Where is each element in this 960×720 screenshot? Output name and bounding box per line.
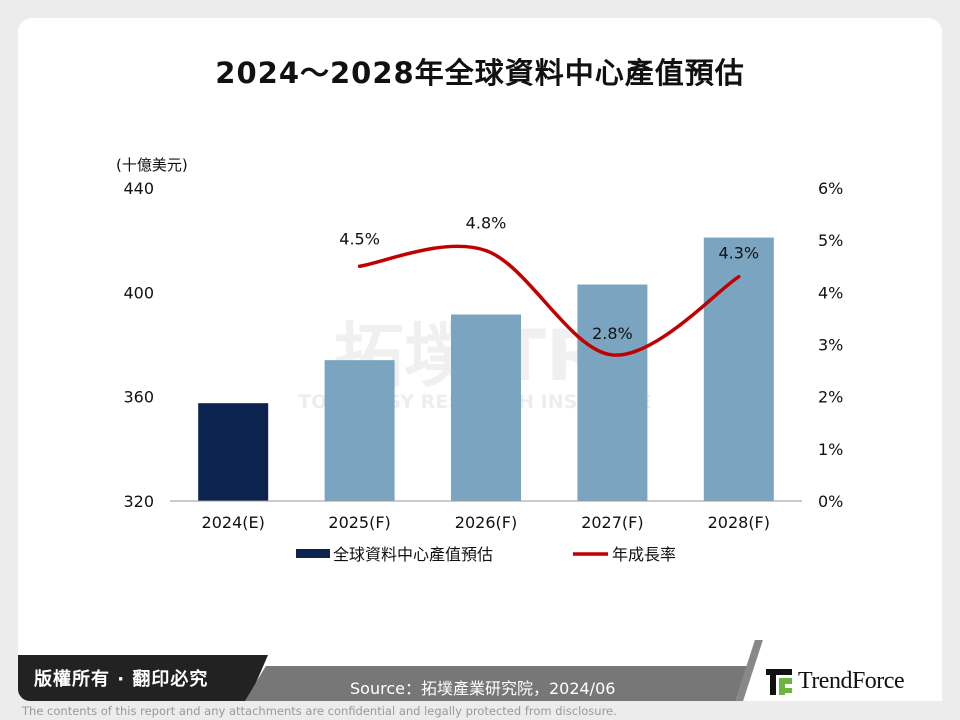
- y2-tick-label: 0%: [818, 492, 843, 511]
- y2-tick-label: 5%: [818, 231, 843, 250]
- y-axis-unit: (十億美元): [116, 156, 188, 174]
- chart-title: 2024～2028年全球資料中心產值預估: [215, 56, 745, 90]
- legend-label-bar: 全球資料中心產值預估: [333, 545, 493, 564]
- disclaimer: The contents of this report and any atta…: [22, 704, 617, 718]
- data-label: 4.5%: [339, 229, 380, 248]
- bar-2026(F): [451, 314, 521, 501]
- data-label: 4.8%: [466, 214, 507, 233]
- trendforce-logo-icon: [766, 668, 792, 695]
- y2-tick-label: 4%: [818, 283, 843, 302]
- bar-2025(F): [324, 360, 395, 501]
- brand-name: TrendForce: [798, 668, 905, 694]
- bar-2027(F): [577, 284, 648, 501]
- data-label: 2.8%: [592, 324, 633, 343]
- y2-tick-label: 6%: [818, 179, 843, 198]
- y2-tick-label: 2%: [818, 388, 843, 407]
- copyright-text: 版權所有 · 翻印必究: [34, 669, 209, 690]
- growth-rate-line: [357, 244, 741, 357]
- y2-tick-label: 3%: [818, 336, 843, 355]
- bar-2024(E): [198, 403, 269, 501]
- x-tick-label: 2027(F): [581, 513, 643, 532]
- bar-2028(F): [703, 237, 774, 501]
- legend-label-line: 年成長率: [612, 545, 676, 564]
- y2-tick-label: 1%: [818, 440, 843, 459]
- y-tick-label: 400: [123, 283, 154, 302]
- y-tick-label: 360: [123, 388, 154, 407]
- data-label: 4.3%: [718, 244, 759, 263]
- x-tick-label: 2026(F): [455, 513, 517, 532]
- x-tick-label: 2028(F): [708, 513, 770, 532]
- x-tick-label: 2024(E): [202, 513, 265, 532]
- y-tick-label: 320: [123, 492, 154, 511]
- copyright-banner: 版權所有 · 翻印必究: [18, 655, 268, 701]
- source-banner: [245, 666, 765, 701]
- legend-swatch-bar: [296, 549, 330, 558]
- x-tick-label: 2025(F): [328, 513, 390, 532]
- y-tick-label: 440: [123, 179, 154, 198]
- trendforce-logo: TrendForce: [766, 668, 905, 695]
- source-text: Source：拓墣產業研究院，2024/06: [350, 679, 616, 698]
